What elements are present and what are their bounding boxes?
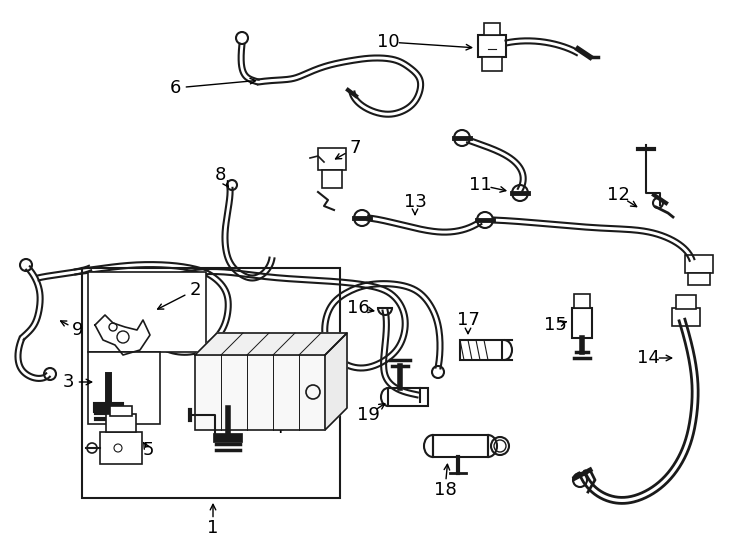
Bar: [195, 355, 325, 430]
Bar: [88, 352, 160, 424]
Bar: [100, 432, 142, 464]
Text: 14: 14: [636, 349, 659, 367]
Text: 16: 16: [346, 299, 369, 317]
Text: 8: 8: [214, 166, 225, 184]
Text: 12: 12: [606, 186, 630, 204]
Bar: [478, 35, 506, 57]
Bar: [322, 170, 342, 188]
Polygon shape: [195, 333, 347, 355]
Text: 5: 5: [142, 441, 153, 459]
Bar: [388, 388, 428, 406]
Bar: [82, 268, 340, 498]
Bar: [574, 294, 590, 308]
Bar: [460, 340, 502, 360]
Text: 6: 6: [170, 79, 181, 97]
Bar: [685, 255, 713, 273]
Text: 11: 11: [468, 176, 491, 194]
Text: 15: 15: [544, 316, 567, 334]
Bar: [106, 414, 136, 432]
Text: 3: 3: [62, 373, 73, 391]
Bar: [484, 23, 500, 35]
Bar: [676, 295, 696, 309]
Bar: [482, 57, 502, 71]
Text: 9: 9: [72, 321, 84, 339]
Text: 1: 1: [207, 519, 219, 537]
Text: 18: 18: [434, 481, 457, 499]
Bar: [318, 148, 346, 170]
Polygon shape: [325, 333, 347, 430]
Text: 4: 4: [272, 419, 284, 437]
Text: 7: 7: [349, 139, 360, 157]
Bar: [110, 406, 132, 416]
Bar: [433, 435, 488, 457]
Bar: [88, 272, 206, 352]
Text: 2: 2: [189, 281, 201, 299]
Text: 17: 17: [457, 311, 479, 329]
Text: 19: 19: [357, 406, 379, 424]
Text: 10: 10: [377, 33, 399, 51]
Text: 13: 13: [404, 193, 426, 211]
Bar: [572, 308, 592, 338]
Bar: [688, 273, 710, 285]
Bar: [672, 308, 700, 326]
